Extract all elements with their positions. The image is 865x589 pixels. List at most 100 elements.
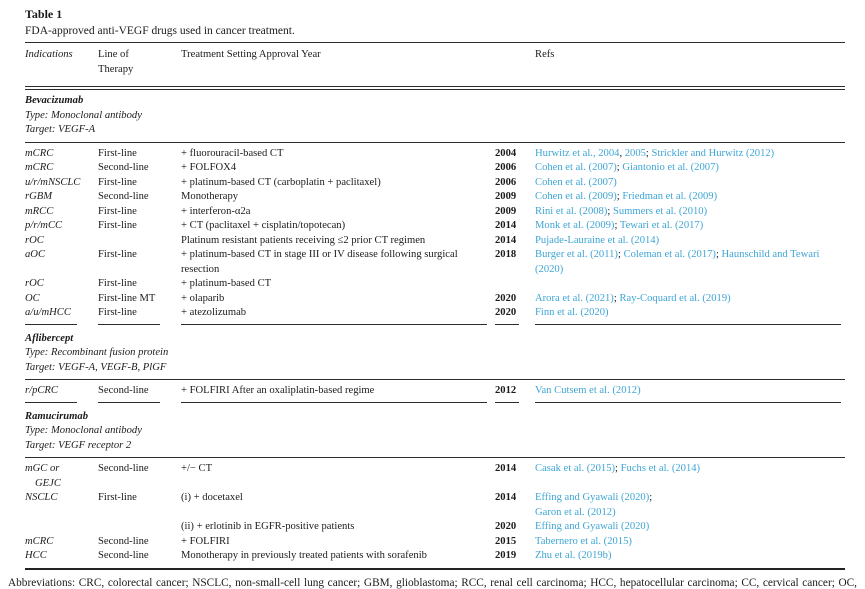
treatment-setting-cell: + FOLFOX4 [181, 162, 237, 173]
refs-cell: Cohen et al. (2007) [535, 176, 845, 191]
ref-link[interactable]: Tewari et al. (2017) [619, 220, 704, 231]
approval-year-cell: 2004 [495, 147, 517, 159]
ref-link[interactable]: Effing and Gyawali (2020) [535, 492, 650, 503]
treatment-setting-cell: + FOLFIRI After an oxaliplatin-based reg… [181, 385, 375, 396]
drug-target-line: Target: VEGF-A [25, 124, 96, 135]
line-of-therapy-cell: First-line [98, 147, 137, 159]
column-header-indications: Indications [25, 49, 73, 60]
ref-link[interactable]: Cohen et al. (2009) [535, 191, 617, 202]
line-of-therapy-cell: First-line [98, 249, 137, 260]
line-of-therapy-cell: Second-line [98, 535, 149, 547]
rule-segment [98, 401, 160, 403]
approval-year-cell: 2012 [495, 385, 517, 396]
ref-separator: ; [645, 147, 652, 159]
table-row: p/r/mCC First-line + CT (paclitaxel + cisp… [25, 219, 845, 234]
approval-year-cell: 2018 [495, 249, 517, 260]
indication-cell: aOC [25, 249, 46, 260]
treatment-setting-cell: + platinum-based CT (carboplatin + pacli… [181, 176, 381, 188]
line-of-therapy-cell: Second-line [98, 550, 149, 561]
ref-link[interactable]: Cohen et al. (2007) [535, 162, 617, 173]
ref-separator: ; [607, 205, 613, 217]
treatment-setting-cell: + interferon-α2a [181, 205, 251, 217]
drug-section-header: Bevacizumab Type: Monoclonal antibody Targ… [25, 90, 845, 138]
rule-segment [181, 401, 487, 403]
ref-separator: ; [616, 162, 623, 173]
drug-name: Bevacizumab [25, 95, 84, 106]
indication-cell: r/pCRC [25, 385, 58, 396]
ref-link[interactable]: Garon et al. (2012) [535, 506, 616, 518]
rule-segment [535, 401, 841, 403]
line-of-therapy-cell: First-line [98, 176, 137, 188]
line-of-therapy-cell: Second-line [98, 191, 149, 202]
table-row: (ii) + erlotinib in EGFR-positive patien… [25, 520, 845, 535]
ref-link[interactable]: Monk et al. (2009) [535, 220, 615, 231]
approval-year-cell: 2015 [495, 535, 517, 547]
ref-separator: ; [649, 492, 653, 503]
approval-year-cell: 2014 [495, 234, 517, 246]
line-of-therapy-cell: First-line [98, 278, 137, 289]
refs-cell: Cohen et al. (2007); Giantonio et al. (2… [535, 161, 845, 176]
ref-link[interactable]: Ray-Coquard et al. (2019) [619, 292, 731, 304]
indication-cell: mCRC [25, 535, 54, 547]
approval-year-cell: 2020 [495, 307, 517, 318]
drug-name: Ramucirumab [25, 410, 88, 422]
indication-cell: rOC [25, 278, 44, 289]
treatment-setting-cell: + fluorouracil-based CT [181, 147, 284, 159]
ref-link[interactable]: Friedman et al. (2009) [622, 191, 718, 202]
table-row: OC First-line MT + olaparib 2020 Arora et al… [25, 292, 845, 307]
refs-cell: Effing and Gyawali (2020); Garon et al. (… [535, 491, 845, 520]
refs-cell: Hurwitz et al., 2004, 2005; Strickler an… [535, 147, 845, 162]
refs-cell: Finn et al. (2020) [535, 306, 845, 321]
ref-link[interactable]: Tabernero et al. (2015) [535, 535, 632, 547]
table-row: a/u/mHCC First-line + atezolizumab 2020 Finn… [25, 306, 845, 321]
ref-link[interactable]: 2005 [624, 147, 646, 159]
refs-cell: Pujade-Lauraine et al. (2014) [535, 234, 845, 249]
ref-link[interactable]: Summers et al. (2010) [612, 205, 708, 217]
ref-link[interactable]: Hurwitz et al., 2004 [535, 147, 620, 159]
table-row: r/pCRC Second-line + FOLFIRI After an oxal… [25, 384, 845, 399]
ref-link[interactable]: Coleman et al. (2017) [623, 249, 716, 260]
table-row: mCRC Second-line + FOLFOX4 2006 Cohen et al.… [25, 161, 845, 176]
refs-cell: Casak et al. (2015); Fuchs et al. (2014) [535, 462, 845, 477]
ref-separator: ; [615, 463, 621, 474]
rule-segment [535, 323, 841, 325]
refs-cell: Arora et al. (2021); Ray-Coquard et al. … [535, 292, 845, 307]
ref-link[interactable]: Arora et al. (2021) [535, 292, 614, 304]
drug-section-header: Aflibercept Type: Recombinant fusion prot… [25, 328, 845, 376]
rule-top [25, 42, 845, 43]
line-of-therapy-cell: First-line [98, 220, 137, 231]
ref-link[interactable]: Casak et al. (2015) [535, 463, 616, 474]
ref-link[interactable]: Zhu et al. (2019b) [535, 550, 612, 561]
ref-link[interactable]: Giantonio et al. (2007) [622, 162, 719, 173]
rule-table-bottom [25, 567, 845, 570]
ref-link[interactable]: Effing and Gyawali (2020) [535, 521, 650, 532]
drug-table: Indications Line of Therapy Treatment Se… [25, 42, 845, 570]
table-caption: FDA-approved anti-VEGF drugs used in can… [25, 25, 295, 37]
treatment-setting-cell: + platinum-based CT [181, 278, 272, 289]
ref-link[interactable]: Haunschild and Tewari (2020) [535, 249, 820, 275]
drug-name: Aflibercept [25, 332, 74, 344]
ref-link[interactable]: Van Cutsem et al. (2012) [535, 385, 641, 396]
ref-link[interactable]: Strickler and Hurwitz (2012) [651, 147, 775, 159]
drug-target-line: Target: VEGF receptor 2 [25, 439, 132, 451]
indication-cell: HCC [25, 550, 47, 561]
ref-link[interactable]: Pujade-Lauraine et al. (2014) [535, 234, 660, 246]
ref-link[interactable]: Cohen et al. (2007) [535, 176, 617, 188]
rule-segment [25, 323, 77, 325]
ref-link[interactable]: Finn et al. (2020) [535, 307, 609, 318]
column-header-refs: Refs [535, 49, 555, 60]
ref-link[interactable]: Rini et al. (2008) [535, 205, 608, 217]
treatment-setting-cell: +/− CT [181, 463, 213, 474]
ref-link[interactable]: Burger et al. (2011) [535, 249, 618, 260]
drug-type-line: Type: Monoclonal antibody [25, 425, 142, 436]
drug-type-line: Type: Monoclonal antibody [25, 109, 142, 121]
refs-cell: Effing and Gyawali (2020) [535, 520, 845, 535]
ref-link[interactable]: Fuchs et al. (2014) [620, 463, 701, 474]
rule-segment [25, 401, 77, 403]
treatment-setting-cell: + platinum-based CT in stage III or IV d… [181, 249, 458, 275]
treatment-setting-cell: + olaparib [181, 292, 225, 304]
approval-year-cell: 2006 [495, 176, 517, 188]
ref-separator: ; [617, 249, 624, 260]
table-row: mGC or GEJC Second-line +/− CT 2014 Casak et… [25, 462, 845, 491]
refs-cell: Burger et al. (2011); Coleman et al. (20… [535, 248, 845, 277]
